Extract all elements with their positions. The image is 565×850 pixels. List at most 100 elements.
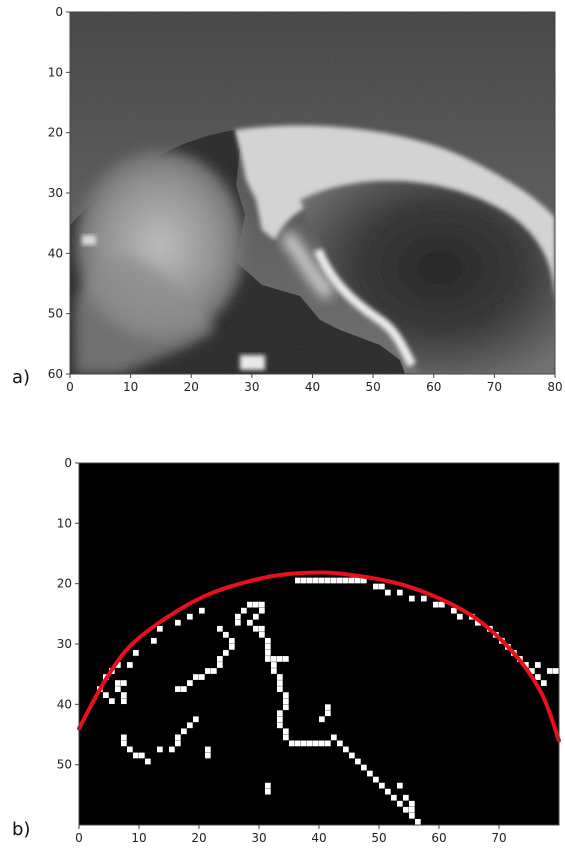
panel-b-x-ticks: 0 10 20 30 40 50 60 70 (75, 825, 507, 845)
panel-a-image (70, 12, 555, 374)
edge-point (175, 686, 181, 692)
x-tick-label: 0 (75, 831, 83, 845)
edge-point (319, 740, 325, 747)
edge-point (259, 631, 265, 638)
edge-point (409, 595, 415, 602)
edge-point (349, 752, 355, 759)
y-tick-label: 20 (57, 577, 72, 591)
x-tick-label: 20 (191, 831, 206, 845)
edge-point (109, 698, 115, 705)
panel-b-fit-curve (77, 570, 561, 743)
edge-point (283, 728, 289, 735)
edge-point (283, 698, 289, 705)
edge-point (241, 607, 247, 614)
edge-point (307, 577, 313, 584)
edge-point (235, 613, 241, 620)
edge-point (409, 812, 415, 819)
edge-point (373, 776, 379, 783)
edge-point (265, 637, 271, 644)
y-tick-label: 10 (57, 516, 72, 530)
x-tick-label: 30 (251, 831, 266, 845)
edge-point (553, 668, 559, 674)
y-tick-label: 0 (64, 456, 72, 470)
edge-point (181, 686, 187, 692)
edge-point (277, 722, 283, 729)
edge-point (367, 770, 373, 777)
edge-point (535, 674, 541, 680)
edge-point (355, 577, 361, 584)
y-tick-label: 60 (48, 367, 63, 381)
y-tick-label: 30 (57, 637, 72, 651)
edge-point (433, 601, 439, 608)
edge-point (385, 788, 391, 795)
edge-point (439, 601, 445, 608)
edge-point (277, 716, 283, 723)
edge-point (151, 637, 157, 644)
panel-b: 0 10 20 30 40 50 60 70 0 10 20 30 40 50 b) (12, 456, 561, 845)
edge-point (277, 686, 283, 692)
edge-point (175, 619, 181, 626)
x-tick-label: 40 (305, 380, 320, 394)
y-tick-label: 40 (48, 246, 63, 260)
edge-point (355, 758, 361, 765)
edge-point (277, 656, 283, 662)
edge-point (403, 794, 409, 801)
edge-point (343, 577, 349, 584)
edge-point (199, 674, 205, 680)
x-tick-label: 10 (123, 380, 138, 394)
edge-point (217, 625, 223, 632)
edge-point (115, 686, 121, 692)
edge-point (397, 800, 403, 807)
edge-point (139, 752, 145, 759)
x-tick-label: 20 (184, 380, 199, 394)
edge-point (217, 656, 223, 662)
edge-point (289, 740, 295, 747)
edge-point (337, 577, 343, 584)
x-tick-label: 60 (431, 831, 446, 845)
edge-point (379, 583, 385, 590)
edge-point (361, 577, 367, 584)
edge-point (121, 740, 127, 747)
edge-point (385, 589, 391, 596)
edge-point (247, 601, 253, 608)
edge-point (277, 674, 283, 680)
edge-point (223, 650, 229, 656)
edge-point (283, 734, 289, 741)
edge-point (187, 680, 193, 686)
edge-point (157, 625, 163, 632)
edge-point (325, 577, 331, 584)
edge-point (205, 668, 211, 674)
edge-point (265, 782, 271, 789)
edge-point (457, 613, 463, 620)
edge-point (247, 619, 253, 626)
edge-point (283, 704, 289, 711)
edge-point (199, 607, 205, 614)
panel-a-label: a) (12, 367, 30, 388)
edge-point (223, 631, 229, 638)
edge-point (181, 728, 187, 735)
panel-a: 0 10 20 30 40 50 60 70 80 0 10 20 30 40 50 60 a) (12, 5, 563, 394)
edge-point (319, 577, 325, 584)
edge-point (205, 752, 211, 759)
edge-point (283, 656, 289, 662)
edge-point (235, 619, 241, 626)
edge-point (361, 764, 367, 771)
edge-point (205, 746, 211, 753)
edge-point (271, 662, 277, 668)
edge-point (301, 740, 307, 747)
edge-point (277, 710, 283, 717)
edge-point (307, 740, 313, 747)
edge-point (295, 577, 301, 584)
edge-point (193, 674, 199, 680)
edge-point (229, 644, 235, 650)
edge-point (253, 613, 259, 620)
x-tick-label: 0 (66, 380, 74, 394)
edge-point (373, 583, 379, 590)
edge-point (415, 818, 421, 825)
edge-point (127, 662, 133, 668)
x-tick-label: 70 (487, 380, 502, 394)
edge-point (259, 601, 265, 608)
edge-point (325, 704, 331, 711)
y-tick-label: 50 (57, 758, 72, 772)
